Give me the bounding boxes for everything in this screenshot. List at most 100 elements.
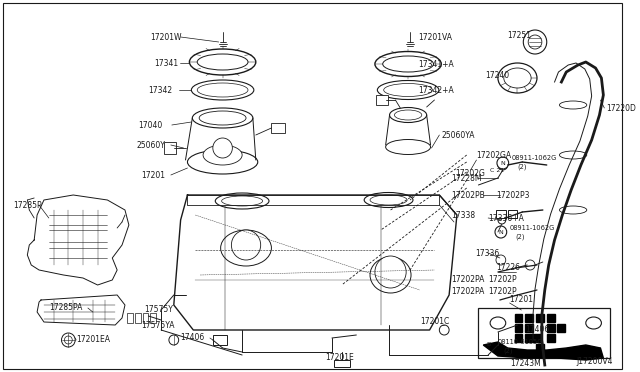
Text: 17201EA: 17201EA bbox=[76, 336, 110, 344]
Text: 17342: 17342 bbox=[148, 86, 173, 94]
Text: 17243M: 17243M bbox=[510, 359, 541, 369]
Bar bbox=[508, 210, 518, 218]
Ellipse shape bbox=[221, 196, 262, 206]
Text: 17202GA: 17202GA bbox=[476, 151, 511, 160]
Ellipse shape bbox=[586, 317, 602, 329]
Text: N: N bbox=[500, 160, 505, 166]
Bar bbox=[547, 334, 554, 342]
Circle shape bbox=[61, 333, 75, 347]
Text: 17202PA: 17202PA bbox=[451, 276, 484, 285]
Circle shape bbox=[169, 335, 179, 345]
Ellipse shape bbox=[197, 54, 248, 70]
Text: 17342+A: 17342+A bbox=[418, 86, 454, 94]
Circle shape bbox=[213, 138, 232, 158]
Ellipse shape bbox=[221, 230, 271, 266]
Text: (2): (2) bbox=[518, 164, 527, 170]
Text: N: N bbox=[499, 230, 503, 234]
Text: 17202PB: 17202PB bbox=[451, 190, 485, 199]
Text: 17228M: 17228M bbox=[451, 173, 481, 183]
Bar bbox=[271, 123, 285, 133]
Text: 17201C: 17201C bbox=[420, 317, 449, 327]
Circle shape bbox=[481, 338, 495, 352]
Bar bbox=[515, 334, 522, 342]
Bar bbox=[515, 324, 522, 332]
Bar bbox=[150, 313, 156, 323]
Ellipse shape bbox=[559, 206, 587, 214]
Polygon shape bbox=[483, 342, 604, 360]
Ellipse shape bbox=[375, 51, 442, 77]
Ellipse shape bbox=[370, 195, 407, 205]
Ellipse shape bbox=[378, 80, 439, 99]
Ellipse shape bbox=[199, 111, 246, 125]
Circle shape bbox=[525, 260, 535, 270]
Ellipse shape bbox=[559, 101, 587, 109]
Ellipse shape bbox=[386, 140, 431, 154]
Bar bbox=[518, 320, 535, 330]
Bar bbox=[547, 324, 554, 332]
Text: 17251: 17251 bbox=[508, 31, 532, 39]
Text: 17202PA: 17202PA bbox=[451, 288, 484, 296]
Bar bbox=[525, 314, 533, 322]
Text: 17575Y: 17575Y bbox=[145, 305, 173, 314]
Bar bbox=[164, 142, 176, 154]
Text: 17202G: 17202G bbox=[455, 169, 485, 177]
Text: 17201VA: 17201VA bbox=[418, 32, 452, 42]
Ellipse shape bbox=[191, 80, 254, 100]
Text: 17341+A: 17341+A bbox=[418, 60, 454, 68]
Bar bbox=[536, 314, 544, 322]
Ellipse shape bbox=[390, 108, 427, 122]
Ellipse shape bbox=[498, 63, 537, 93]
Text: 25060Y: 25060Y bbox=[137, 141, 166, 150]
Text: 08911-1062G: 08911-1062G bbox=[509, 225, 555, 231]
Bar bbox=[213, 335, 227, 345]
Bar bbox=[525, 324, 533, 332]
Bar bbox=[547, 314, 554, 322]
Text: 17201E: 17201E bbox=[325, 353, 354, 362]
Text: 17240: 17240 bbox=[485, 71, 509, 80]
Circle shape bbox=[65, 336, 72, 344]
Text: (2): (2) bbox=[504, 348, 513, 354]
Text: 17202P3: 17202P3 bbox=[496, 190, 529, 199]
Text: C 21: C 21 bbox=[490, 167, 504, 173]
Circle shape bbox=[439, 325, 449, 335]
Ellipse shape bbox=[197, 83, 248, 97]
Text: 08110-6105G: 08110-6105G bbox=[498, 339, 543, 345]
Ellipse shape bbox=[203, 145, 242, 165]
Bar bbox=[557, 324, 565, 332]
Text: 17202P: 17202P bbox=[488, 276, 516, 285]
Text: J17200V4: J17200V4 bbox=[577, 357, 613, 366]
Ellipse shape bbox=[370, 257, 411, 293]
Text: 17336: 17336 bbox=[476, 248, 500, 257]
Bar bbox=[143, 313, 148, 323]
Bar bbox=[515, 314, 522, 322]
Text: 08911-1062G: 08911-1062G bbox=[511, 155, 557, 161]
Circle shape bbox=[496, 255, 506, 265]
Ellipse shape bbox=[394, 110, 422, 120]
Ellipse shape bbox=[193, 108, 253, 128]
Bar bbox=[334, 360, 349, 367]
Bar bbox=[496, 210, 506, 218]
Text: 17285PA: 17285PA bbox=[49, 304, 82, 312]
Text: 17202P: 17202P bbox=[488, 288, 516, 296]
Text: 17285P: 17285P bbox=[13, 201, 42, 209]
Text: 25060YA: 25060YA bbox=[442, 131, 475, 140]
Ellipse shape bbox=[383, 56, 433, 72]
Circle shape bbox=[498, 216, 506, 224]
Text: 17406: 17406 bbox=[180, 334, 205, 343]
Circle shape bbox=[524, 30, 547, 54]
Bar bbox=[536, 344, 544, 352]
Text: 17575YA: 17575YA bbox=[141, 321, 175, 330]
Ellipse shape bbox=[188, 150, 258, 174]
Circle shape bbox=[495, 226, 507, 238]
Text: 17040: 17040 bbox=[139, 121, 163, 129]
Ellipse shape bbox=[490, 317, 506, 329]
Bar bbox=[525, 334, 541, 342]
Text: B: B bbox=[486, 343, 490, 347]
Circle shape bbox=[497, 157, 509, 169]
Ellipse shape bbox=[215, 193, 269, 209]
Bar bbox=[479, 308, 610, 358]
Text: (2): (2) bbox=[515, 234, 525, 240]
Text: 17226: 17226 bbox=[496, 263, 520, 273]
Circle shape bbox=[375, 256, 406, 288]
Ellipse shape bbox=[364, 192, 413, 208]
